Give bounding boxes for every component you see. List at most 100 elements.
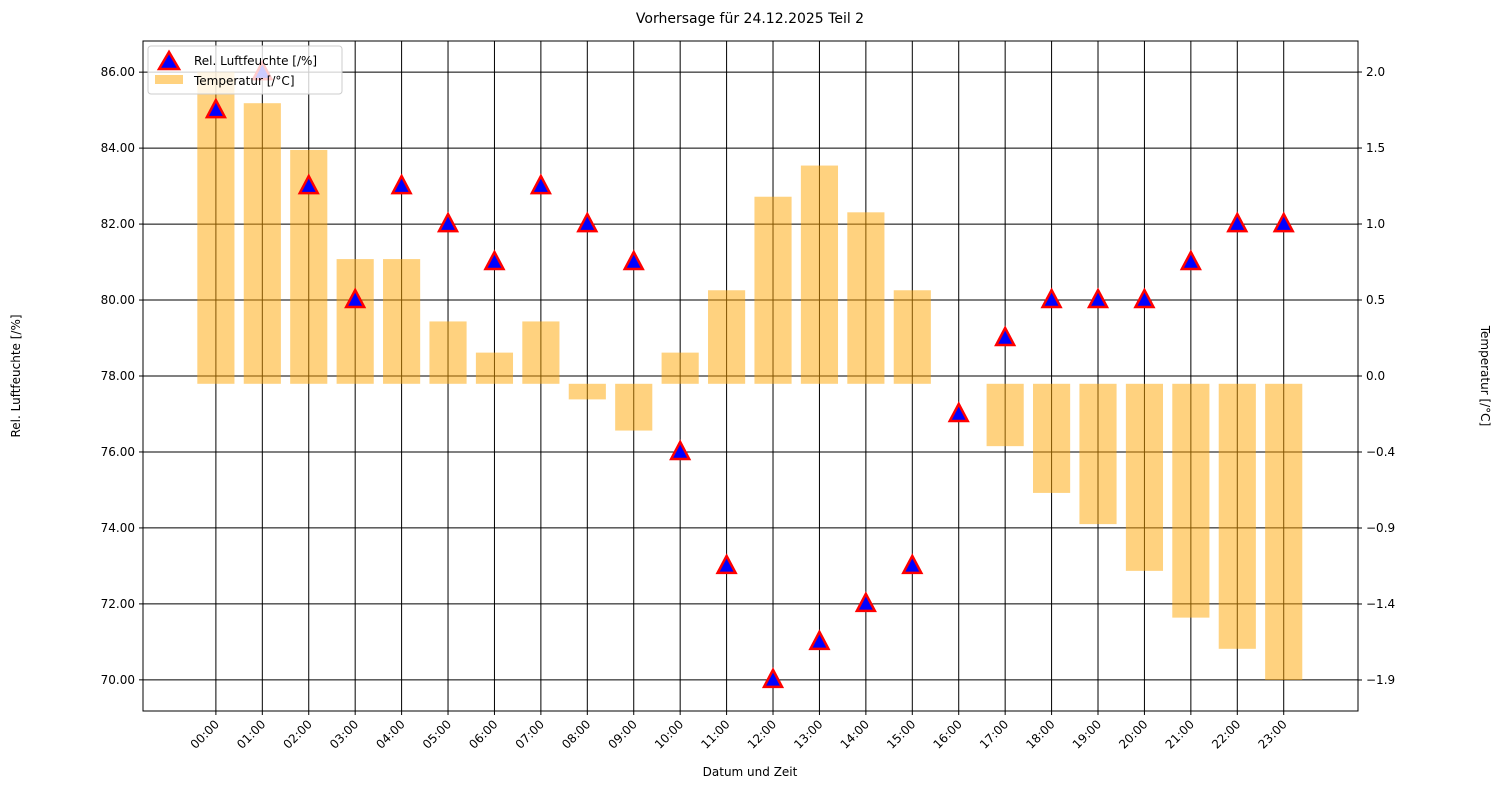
humidity-marker bbox=[436, 211, 460, 233]
right-y-tick-label: 2.0 bbox=[1366, 65, 1385, 79]
x-axis: 00:00 01:00 02:00 03:00 04:00 05:00 06:00 07:00… bbox=[188, 711, 1290, 752]
temperature-bar bbox=[243, 103, 281, 384]
right-y-axis-label: Temperatur [/°C] bbox=[1478, 325, 1492, 427]
x-tick-label: 22:00 bbox=[1209, 717, 1243, 751]
temperature-bar bbox=[568, 383, 606, 400]
x-tick-label: 06:00 bbox=[466, 717, 500, 751]
x-tick-label: 12:00 bbox=[745, 717, 779, 751]
right-y-tick-label: 1.0 bbox=[1366, 217, 1385, 231]
x-tick-label: 04:00 bbox=[373, 717, 407, 751]
humidity-marker bbox=[994, 325, 1017, 347]
temperature-bar bbox=[1218, 383, 1256, 649]
temperature-bar bbox=[986, 383, 1024, 447]
humidity-marker bbox=[529, 173, 552, 195]
x-tick-label: 00:00 bbox=[188, 717, 222, 751]
humidity-marker bbox=[1040, 287, 1063, 309]
x-tick-label: 14:00 bbox=[838, 717, 872, 751]
humidity-marker bbox=[854, 591, 877, 613]
humidity-marker bbox=[1226, 211, 1249, 233]
left-y-tick-label: 72.00 bbox=[101, 597, 135, 611]
right-y-tick-label: 1.5 bbox=[1366, 141, 1385, 155]
left-y-axis: 86.00 84.00 82.00 80.00 78.00 76.00 74.00 72.00… bbox=[101, 65, 143, 687]
humidity-marker bbox=[808, 629, 831, 651]
legend-box bbox=[147, 45, 343, 95]
x-tick-label: 01:00 bbox=[234, 717, 268, 751]
x-tick-label: 19:00 bbox=[1070, 717, 1104, 751]
right-y-tick-label: 0.0 bbox=[1366, 369, 1385, 383]
humidity-marker bbox=[947, 401, 970, 423]
legend-humidity-marker-icon bbox=[156, 49, 182, 71]
temperature-bar bbox=[197, 72, 235, 384]
left-y-tick-label: 76.00 bbox=[101, 445, 135, 459]
humidity-marker bbox=[761, 667, 785, 689]
temperature-bar bbox=[1033, 383, 1071, 493]
humidity-marker bbox=[483, 249, 506, 271]
temperature-bar bbox=[1172, 383, 1210, 618]
temperature-bar bbox=[615, 383, 653, 431]
right-y-axis: 2.0 1.5 1.0 0.5 0.0 −0.4 −0.9 −1.4 −1.9 bbox=[1358, 65, 1395, 687]
temperature-bar bbox=[1265, 383, 1303, 680]
left-y-tick-label: 82.00 bbox=[101, 217, 135, 231]
left-y-tick-label: 80.00 bbox=[101, 293, 135, 307]
humidity-marker bbox=[669, 439, 692, 461]
temperature-bar bbox=[800, 165, 839, 384]
x-tick-label: 20:00 bbox=[1116, 717, 1150, 751]
humidity-marker bbox=[1272, 211, 1295, 233]
x-tick-label: 15:00 bbox=[884, 717, 918, 751]
temperature-bar bbox=[383, 259, 421, 384]
x-tick-label: 11:00 bbox=[698, 717, 732, 751]
right-y-tick-label: −0.4 bbox=[1366, 445, 1395, 459]
humidity-marker bbox=[344, 287, 367, 309]
x-tick-label: 05:00 bbox=[420, 717, 454, 751]
temperature-bar bbox=[1079, 383, 1117, 525]
temperature-bar bbox=[336, 259, 374, 384]
humidity-marker bbox=[204, 97, 227, 119]
temperature-bar bbox=[893, 290, 931, 384]
humidity-marker bbox=[1179, 249, 1202, 271]
chart-title: Vorhersage für 24.12.2025 Teil 2 bbox=[636, 11, 864, 27]
temperature-bar bbox=[1125, 383, 1164, 571]
right-y-tick-label: 0.5 bbox=[1366, 293, 1385, 307]
x-tick-label: 07:00 bbox=[513, 717, 547, 751]
x-tick-label: 09:00 bbox=[605, 717, 639, 751]
left-y-tick-label: 70.00 bbox=[101, 673, 135, 687]
humidity-marker bbox=[297, 173, 320, 195]
left-y-tick-label: 78.00 bbox=[101, 369, 135, 383]
right-y-tick-label: −1.9 bbox=[1366, 673, 1395, 687]
humidity-marker bbox=[622, 249, 645, 271]
legend-temperature-swatch-icon bbox=[155, 75, 183, 84]
left-y-tick-label: 84.00 bbox=[101, 141, 135, 155]
right-y-tick-label: −0.9 bbox=[1366, 521, 1395, 535]
temperature-bar bbox=[522, 321, 560, 384]
left-y-tick-label: 74.00 bbox=[101, 521, 135, 535]
x-tick-label: 21:00 bbox=[1163, 717, 1197, 751]
humidity-marker bbox=[390, 173, 413, 195]
legend: Rel. Luftfeuchte [/%] Temperatur [/°C] bbox=[147, 45, 343, 95]
left-y-axis-label: Rel. Luftfeuchte [/%] bbox=[9, 314, 23, 437]
humidity-marker bbox=[1086, 287, 1110, 309]
humidity-marker bbox=[576, 211, 599, 233]
temperature-bar bbox=[754, 196, 792, 384]
legend-temperature-label: Temperatur [/°C] bbox=[193, 74, 295, 88]
x-tick-label: 17:00 bbox=[977, 717, 1011, 751]
temperature-bar bbox=[847, 212, 885, 384]
humidity-marker bbox=[1133, 287, 1156, 309]
x-tick-label: 03:00 bbox=[327, 717, 361, 751]
x-tick-label: 23:00 bbox=[1255, 717, 1289, 751]
temperature-bar bbox=[429, 321, 467, 384]
x-tick-label: 16:00 bbox=[930, 717, 964, 751]
right-y-tick-label: −1.4 bbox=[1366, 597, 1395, 611]
temperature-bar bbox=[708, 290, 746, 384]
x-tick-label: 02:00 bbox=[281, 717, 315, 751]
legend-humidity-label: Rel. Luftfeuchte [/%] bbox=[194, 54, 317, 68]
humidity-marker bbox=[901, 553, 924, 575]
temperature-bar bbox=[661, 352, 699, 384]
humidity-marker bbox=[715, 553, 738, 575]
left-y-tick-label: 86.00 bbox=[101, 65, 135, 79]
x-tick-label: 08:00 bbox=[559, 717, 593, 751]
temperature-bar bbox=[475, 352, 514, 384]
x-tick-label: 18:00 bbox=[1023, 717, 1057, 751]
temperature-bars bbox=[197, 72, 1303, 680]
x-tick-label: 13:00 bbox=[791, 717, 825, 751]
